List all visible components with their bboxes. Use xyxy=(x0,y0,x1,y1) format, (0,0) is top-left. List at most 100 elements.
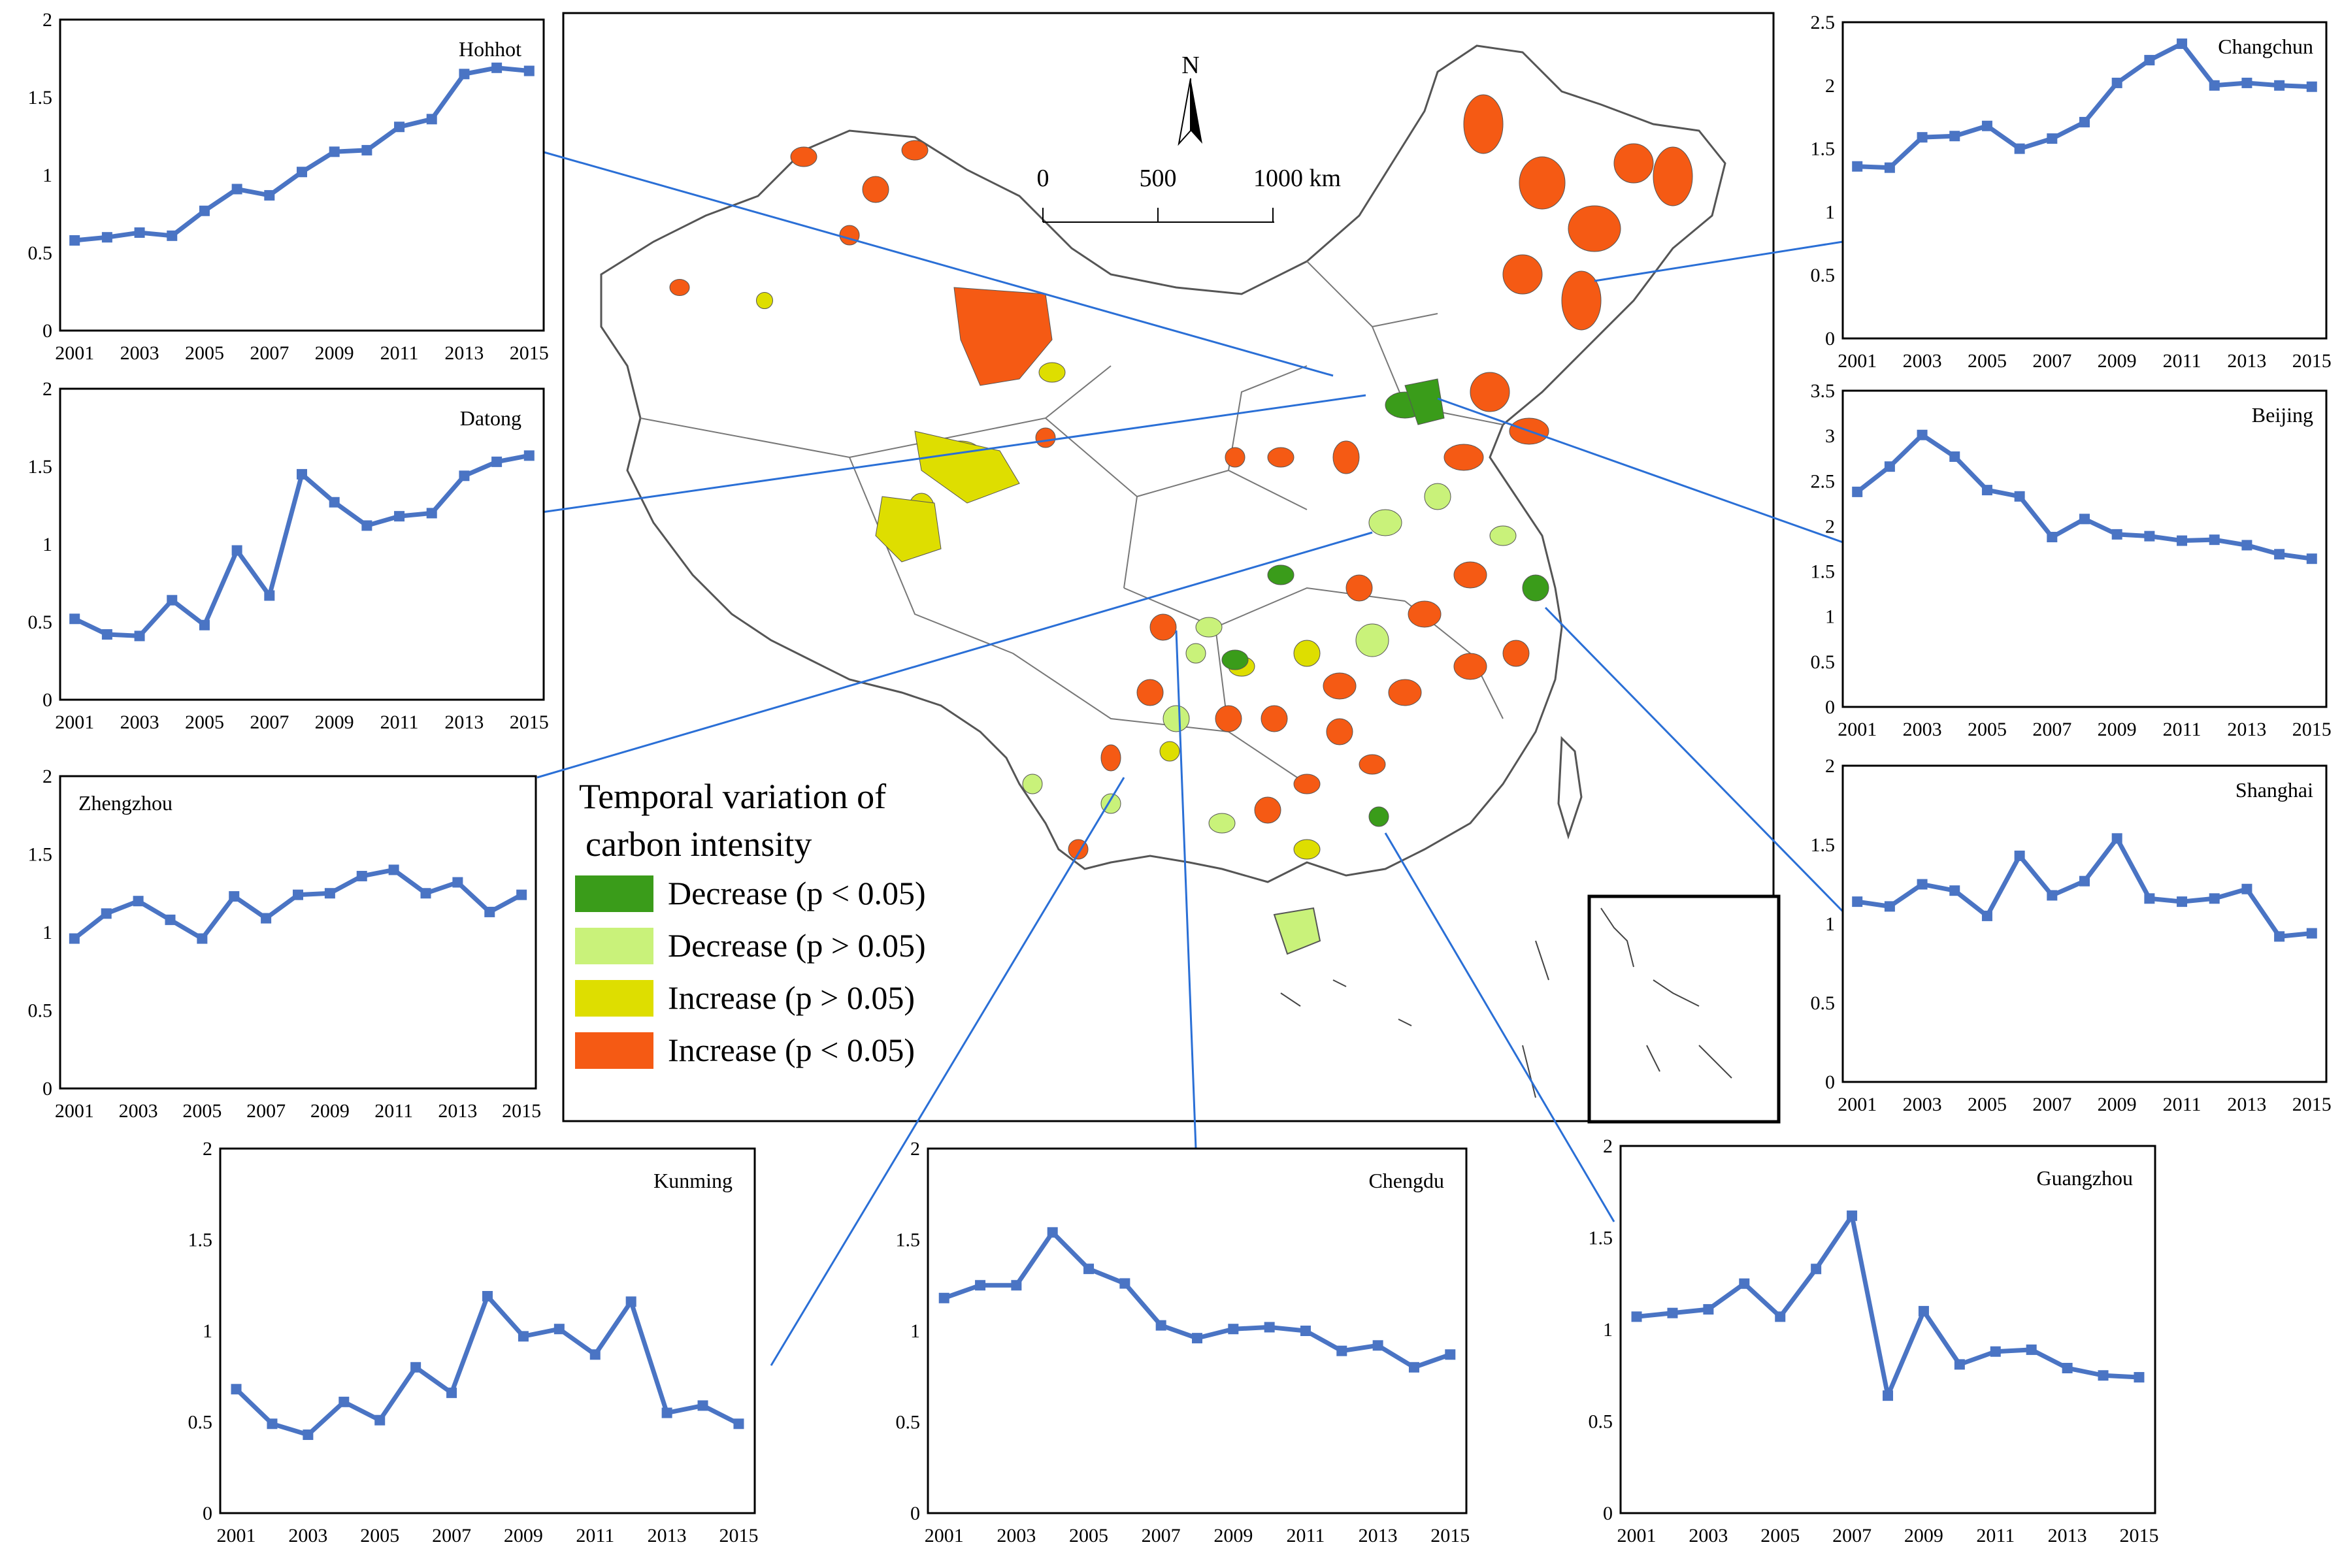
data-point xyxy=(324,888,335,899)
data-point xyxy=(420,888,431,899)
data-point xyxy=(733,1418,744,1429)
y-tick-label: 3 xyxy=(1825,425,1835,447)
region-22 xyxy=(1332,440,1360,474)
x-tick-label: 2011 xyxy=(374,1100,413,1122)
region-58 xyxy=(1185,643,1206,664)
data-point xyxy=(199,619,210,630)
chart-title: Kunming xyxy=(653,1169,733,1192)
data-point xyxy=(1917,879,1928,890)
data-point xyxy=(1883,1390,1893,1401)
data-point xyxy=(69,235,80,246)
data-point xyxy=(2177,535,2188,546)
x-tick-label: 2005 xyxy=(1069,1525,1108,1546)
data-point xyxy=(229,891,240,902)
chart-datong: Datong 0 0.5 1 1.5 2 2001 2003 2005 2007 2009 2011 2… xyxy=(28,378,549,733)
data-point xyxy=(1847,1210,1858,1221)
y-tick-label: 0.5 xyxy=(1811,265,1836,286)
data-point xyxy=(167,595,178,606)
region-49 xyxy=(1368,806,1389,827)
region-16 xyxy=(1038,362,1066,383)
data-point xyxy=(625,1296,636,1307)
data-point xyxy=(2306,928,2317,939)
region-31 xyxy=(1355,623,1389,657)
data-point xyxy=(1703,1304,1714,1315)
scale-label-0: 0 xyxy=(1037,165,1049,192)
data-point xyxy=(1228,1324,1239,1335)
region-large-3 xyxy=(875,496,942,563)
y-tick-label: 2 xyxy=(42,766,52,787)
x-tick-label: 2007 xyxy=(250,711,289,733)
region-5 xyxy=(1502,254,1543,295)
data-point xyxy=(1949,451,1960,462)
region-34 xyxy=(1453,653,1487,680)
y-tick-label: 1 xyxy=(42,922,52,943)
region-33 xyxy=(1388,679,1422,706)
region-large-4 xyxy=(1404,378,1445,425)
y-tick-label: 2.5 xyxy=(1811,12,1836,33)
region-32 xyxy=(1323,672,1357,700)
x-tick-label: 2003 xyxy=(997,1525,1036,1546)
x-tick-label: 2005 xyxy=(1968,1094,2007,1115)
taiwan-outline xyxy=(1557,736,1583,840)
x-tick-label: 2005 xyxy=(1968,350,2007,372)
region-47 xyxy=(1293,774,1321,794)
data-point xyxy=(446,1387,457,1398)
x-tick-label: 2011 xyxy=(380,342,419,364)
data-point xyxy=(2306,81,2317,92)
map-panel: N 0 500 1000 km Temporal variation of ca… xyxy=(562,12,1781,1124)
legend-title-line1: Temporal variation of xyxy=(579,777,886,816)
y-tick-label: 0.5 xyxy=(1811,651,1836,673)
y-tick-label: 0.5 xyxy=(28,242,53,264)
x-tick-label: 2005 xyxy=(185,711,224,733)
leader-line-7 xyxy=(1437,397,1843,544)
data-point xyxy=(1981,910,1992,921)
y-tick-label: 0 xyxy=(42,320,52,342)
data-point xyxy=(264,189,275,201)
region-21 xyxy=(1267,447,1295,468)
data-point xyxy=(2079,514,2090,525)
data-point xyxy=(2274,549,2285,560)
data-point xyxy=(329,497,340,508)
x-tick-label: 2013 xyxy=(444,711,484,733)
data-point xyxy=(2274,931,2285,942)
data-point xyxy=(482,1290,493,1301)
x-tick-label: 2015 xyxy=(2292,1094,2332,1115)
y-tick-label: 2 xyxy=(42,378,52,400)
x-tick-label: 2011 xyxy=(2163,350,2202,372)
leader-line-0 xyxy=(536,149,1334,377)
y-tick-label: 0 xyxy=(1825,1071,1835,1093)
x-tick-label: 2013 xyxy=(444,342,484,364)
data-point xyxy=(267,1418,278,1429)
data-point xyxy=(1300,1326,1311,1336)
data-point xyxy=(394,511,405,522)
data-point xyxy=(589,1349,601,1360)
x-tick-label: 2001 xyxy=(217,1525,256,1546)
chart-frame xyxy=(59,387,545,701)
x-tick-label: 2001 xyxy=(1617,1525,1657,1546)
region-4 xyxy=(1653,146,1693,206)
data-point xyxy=(426,114,437,125)
region-28 xyxy=(1522,574,1549,602)
x-tick-label: 2015 xyxy=(2119,1525,2158,1546)
data-point xyxy=(2306,553,2317,564)
y-tick-label: 1.5 xyxy=(28,844,53,866)
chart-title: Changchun xyxy=(2218,35,2313,58)
data-point xyxy=(165,914,176,925)
chart-shanghai: Shanghai 0 0.5 1 1.5 2 2001 2003 2005 2007 2009 201… xyxy=(1811,755,2332,1115)
data-point xyxy=(1083,1264,1095,1275)
data-point xyxy=(452,877,463,888)
x-tick-label: 2015 xyxy=(2292,719,2332,740)
data-point xyxy=(297,468,307,480)
x-tick-label: 2001 xyxy=(1838,350,1877,372)
chart-zhengzhou: Zhengzhou 0 0.5 1 1.5 2 2001 2003 2005 2007 2009 20… xyxy=(28,766,542,1122)
x-tick-label: 2007 xyxy=(432,1525,471,1546)
region-20 xyxy=(1225,447,1245,468)
data-point xyxy=(1739,1278,1750,1289)
x-tick-label: 2007 xyxy=(250,342,289,364)
data-point xyxy=(518,1331,529,1342)
x-tick-label: 2001 xyxy=(55,1100,94,1122)
data-point xyxy=(2111,529,2122,540)
leader-line-1 xyxy=(536,394,1366,514)
chart-title: Datong xyxy=(460,406,521,430)
region-40 xyxy=(1149,613,1177,641)
